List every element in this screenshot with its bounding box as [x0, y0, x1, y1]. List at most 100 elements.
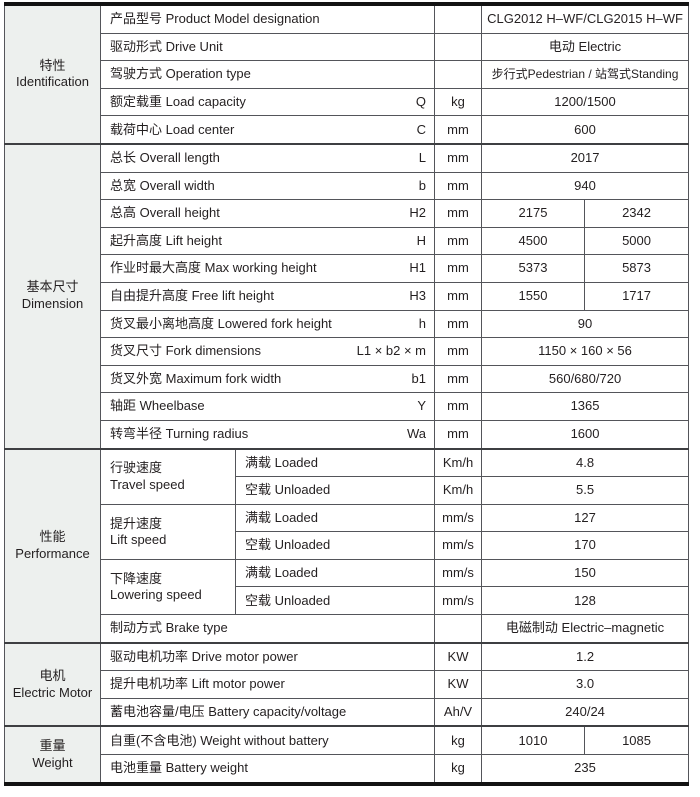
unit-cell: mm [434, 419, 483, 450]
value-cell: 2017 [481, 143, 690, 173]
spec-table: 特性 Identification 产品型号 Product Model des… [4, 2, 690, 786]
spec-row: 额定载重 Load capacity Q kg 1200/1500 [5, 87, 690, 117]
value-cell: 1150 × 160 × 56 [481, 337, 690, 366]
category-label-zh: 重量 [39, 737, 66, 753]
spec-row: 货叉尺寸 Fork dimensions L1 × b2 × m mm 1150 … [5, 337, 690, 366]
category-label-en: Electric Motor [12, 684, 93, 700]
unit-cell: mm [434, 392, 483, 421]
value-cell: 5873 [584, 254, 690, 283]
spec-row: 空载 Unloaded mm/s 170 [5, 531, 690, 560]
unit-cell [434, 614, 483, 644]
param-label: 起升高度 Lift height [110, 232, 222, 248]
value-cell: 560/680/720 [481, 364, 690, 394]
unit-cell: mm [434, 143, 483, 173]
category-weight: 重量 Weight [4, 725, 101, 785]
load-condition-cell: 空载 Unloaded [234, 586, 436, 616]
spec-row: 空载 Unloaded mm/s 128 [5, 586, 690, 616]
value-cell: 1600 [481, 419, 690, 450]
param-symbol: b1 [411, 370, 427, 386]
param-label: 驱动电机功率 Drive motor power [110, 648, 298, 664]
param-label: 总高 Overall height [110, 205, 220, 221]
spec-row: 电机 Electric Motor 驱动电机功率 Drive motor pow… [4, 642, 690, 727]
spec-row: 总高 Overall height H2 mm 2175 2342 [5, 199, 690, 228]
spec-row: 提升电机功率 Lift motor power KW 3.0 [5, 670, 690, 699]
param-symbol: H [416, 232, 427, 248]
category-label-zh: 电机 [39, 667, 66, 683]
param-label: 载荷中心 Load center [110, 121, 235, 137]
value-cell: 1085 [584, 725, 690, 756]
unit-cell: mm/s [434, 586, 483, 616]
spec-row: 轴距 Wheelbase Y mm 1365 [5, 392, 690, 421]
unit-cell: KW [434, 670, 483, 699]
spec-row: 驾驶方式 Operation type 步行式Pedestrian / 站驾式S… [5, 60, 690, 89]
unit-cell [434, 3, 483, 34]
load-condition-cell: 满载 Loaded [234, 447, 436, 478]
spec-row: 起升高度 Lift height H mm 4500 5000 [5, 226, 690, 256]
unit-cell: Km/h [434, 447, 483, 478]
load-condition-cell: 空载 Unloaded [234, 531, 436, 560]
param-symbol: Q [415, 93, 427, 109]
param-group: 下降速度 Lowering speed [100, 558, 236, 616]
value-cell: 电动 Electric [481, 32, 690, 62]
category-identification: 特性 Identification [4, 3, 101, 145]
param-symbol: b [418, 177, 427, 193]
value-cell: 1365 [481, 392, 690, 421]
spec-row: 驱动形式 Drive Unit 电动 Electric [5, 32, 690, 62]
value-cell: 2342 [584, 199, 690, 228]
value-cell: 步行式Pedestrian / 站驾式Standing [481, 60, 690, 89]
spec-row: 蓄电池容量/电压 Battery capacity/voltage Ah/V 2… [5, 697, 690, 727]
value-cell: 128 [481, 586, 690, 616]
category-label-en: Identification [16, 74, 89, 90]
value-cell: 2175 [481, 199, 586, 228]
param-group: 行驶速度 Travel speed [100, 448, 236, 505]
section-electric-motor: 电机 Electric Motor 驱动电机功率 Drive motor pow… [4, 642, 690, 727]
value-cell: 1550 [481, 281, 586, 311]
section-dimension: 基本尺寸 Dimension 总长 Overall length L mm 201… [4, 143, 690, 450]
param-group-en: Travel speed [110, 476, 185, 492]
param-symbol: H2 [409, 205, 427, 221]
value-cell: 600 [481, 115, 690, 145]
param-symbol: H3 [409, 288, 427, 304]
unit-cell: mm/s [434, 503, 483, 533]
value-cell: 240/24 [481, 697, 690, 727]
param-label: 作业时最大高度 Max working height [110, 260, 317, 276]
category-label-en: Dimension [21, 296, 84, 312]
unit-cell: kg [434, 87, 483, 117]
param-label: 轴距 Wheelbase [110, 398, 205, 414]
load-condition-cell: 空载 Unloaded [234, 476, 436, 505]
unit-cell: mm [434, 309, 483, 339]
value-cell: 1717 [584, 281, 690, 311]
unit-cell: mm/s [434, 558, 483, 588]
value-cell: 4500 [481, 226, 586, 256]
spec-row: 作业时最大高度 Max working height H1 mm 5373 587… [5, 254, 690, 283]
value-cell: 3.0 [481, 670, 690, 699]
unit-cell [434, 32, 483, 62]
category-dimension: 基本尺寸 Dimension [4, 143, 101, 449]
value-cell: 1010 [481, 725, 586, 756]
spec-row: 货叉最小离地高度 Lowered fork height h mm 90 [5, 309, 690, 339]
value-cell: 235 [481, 754, 690, 785]
value-cell: 5373 [481, 254, 586, 283]
unit-cell: Ah/V [434, 697, 483, 727]
spec-row: 下降速度 Lowering speed 满载 Loaded mm/s 150 [5, 558, 690, 616]
unit-cell: mm [434, 226, 483, 256]
unit-cell: mm [434, 171, 483, 201]
load-condition-cell: 满载 Loaded [234, 503, 436, 533]
spec-row: 转弯半径 Turning radius Wa mm 1600 [5, 419, 690, 450]
param-label: 自由提升高度 Free lift height [110, 288, 274, 304]
category-performance: 性能 Performance [4, 447, 101, 644]
value-cell: 1200/1500 [481, 87, 690, 117]
param-group-zh: 行驶速度 [110, 460, 163, 476]
param-symbol: H1 [409, 260, 427, 276]
unit-cell: KW [434, 642, 483, 672]
param-symbol: h [418, 315, 427, 331]
param-label: 产品型号 Product Model designation [110, 11, 320, 27]
param-symbol: Y [417, 398, 427, 414]
param-symbol: C [416, 121, 427, 137]
param-symbol: L [418, 150, 427, 166]
spec-row: 性能 Performance 行驶速度 Travel speed 满载 Load… [4, 447, 690, 644]
param-label: 驱动形式 Drive Unit [110, 38, 223, 54]
param-label: 电池重量 Battery weight [110, 760, 248, 776]
unit-cell [434, 60, 483, 89]
spec-row: 基本尺寸 Dimension 总长 Overall length L mm 201… [4, 143, 690, 449]
